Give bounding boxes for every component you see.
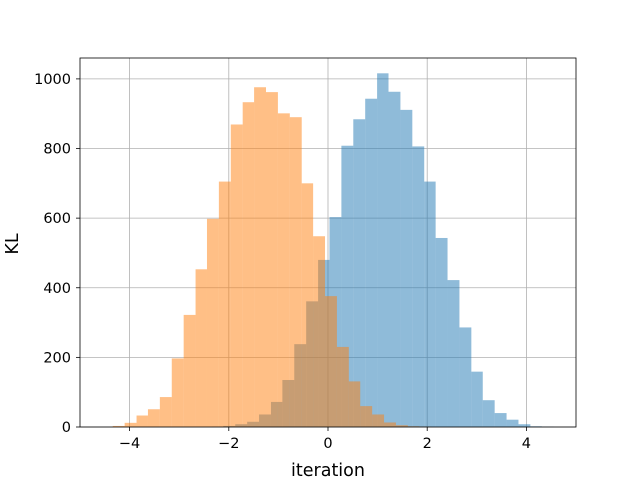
x-tick-label: 0 [323,436,332,452]
histogram-bar [206,218,219,427]
y-tick-label: 600 [43,211,71,227]
histogram-bar [365,98,378,427]
histogram-bar [395,425,408,427]
histogram-bar [348,381,361,427]
histogram-bar [494,413,507,427]
x-tick-label: 2 [423,436,432,452]
histogram-bar [506,419,519,427]
y-tick-label: 400 [43,281,71,297]
histogram-bars [112,73,554,428]
histogram-bar [171,358,184,427]
y-tick-label: 800 [43,142,71,158]
axis-ticks: −4 −2 0 2 4 0 200 400 600 800 1000 [34,72,531,452]
x-axis-label: iteration [291,461,365,480]
histogram-bar [313,236,326,427]
x-tick-label: −2 [218,436,239,452]
histogram-bar [353,119,366,428]
histogram-bar [277,113,290,427]
x-tick-label: 4 [522,436,531,452]
histogram-bar [124,422,137,427]
histogram-bar [360,406,373,427]
histogram-bar [341,145,354,427]
histogram-bar [289,117,302,427]
histogram-bar [424,181,436,427]
histogram-bar [183,314,196,427]
histogram-bar [301,183,314,427]
histogram-bar [471,371,483,427]
histogram-bar [400,109,413,427]
y-tick-label: 0 [62,420,71,436]
histogram-bar [254,87,266,427]
histogram-bar [377,73,389,427]
histogram-bar [518,424,531,427]
histogram-bar [412,146,425,427]
histogram-bar [159,397,172,427]
histogram-bar [218,181,231,427]
histogram-bar [372,414,385,427]
histogram-bar [147,409,160,427]
histogram-bar [482,400,495,427]
y-axis-label: KL [3,233,23,254]
histogram-bar [242,102,255,427]
x-tick-label: −4 [119,436,140,452]
histogram-bar [136,415,148,427]
histogram-bar [230,124,243,427]
histogram-bar [266,92,278,427]
histogram-bar [336,346,349,427]
histogram-bar [447,280,460,427]
histogram-bar [384,422,396,427]
y-tick-label: 1000 [34,72,71,88]
histogram-bar [112,425,125,427]
histogram-bar [435,237,448,427]
histogram-bar [195,269,207,427]
y-tick-label: 200 [43,350,71,366]
histogram-bar [459,327,472,427]
histogram-bar [325,296,337,427]
histogram-bar [388,91,401,428]
